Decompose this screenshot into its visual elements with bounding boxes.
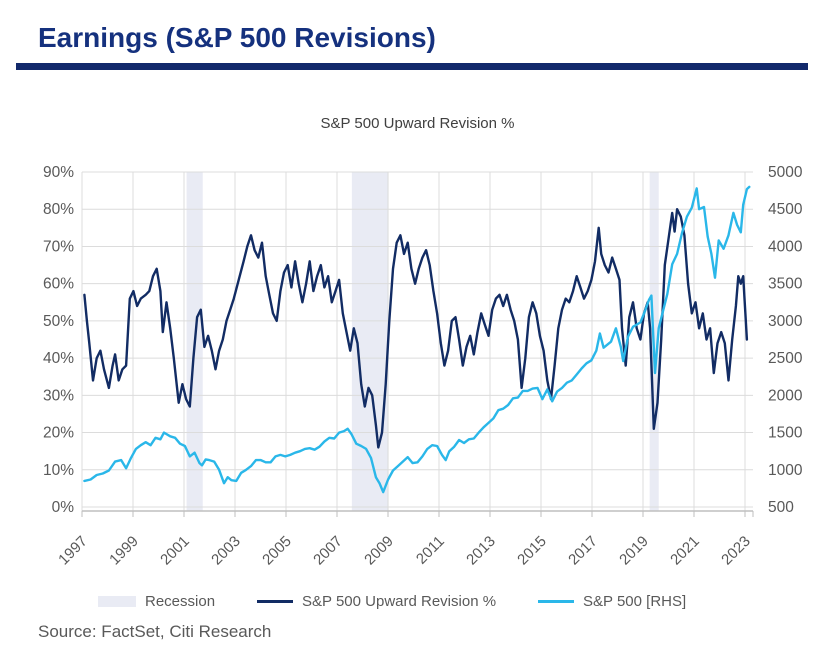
x-tick-label: 2013: [463, 533, 499, 569]
y-right-tick-label: 2000: [768, 387, 803, 404]
y-right-tick-label: 2500: [768, 350, 803, 367]
x-tick-label: 2019: [616, 533, 652, 569]
x-tick-label: 2005: [259, 533, 295, 569]
y-right-tick-label: 1000: [768, 462, 803, 479]
x-tick-label: 2003: [208, 533, 244, 569]
y-right-tick-label: 3000: [768, 313, 803, 330]
chart-legend: Recession S&P 500 Upward Revision % S&P …: [98, 593, 758, 610]
legend-label-revision-line: S&P 500 Upward Revision %: [302, 593, 497, 610]
source-text: Source: FactSet, Citi Research: [38, 622, 272, 641]
y-right-tick-label: 4000: [768, 238, 803, 255]
y-right-tick-label: 5000: [768, 164, 803, 181]
x-tick-label: 2009: [361, 533, 397, 569]
legend-label-sp500-line: S&P 500 [RHS]: [583, 593, 687, 610]
y-right-tick-label: 1500: [768, 425, 803, 442]
x-tick-label: 2023: [718, 533, 754, 569]
y-left-tick-label: 30%: [43, 387, 74, 404]
legend-item-recession: Recession: [98, 593, 215, 610]
chart-title: S&P 500 Upward Revision %: [320, 115, 515, 132]
x-tick-label: 2001: [157, 533, 193, 569]
y-left-tick-label: 20%: [43, 425, 74, 442]
y-left-tick-label: 90%: [43, 164, 74, 181]
x-tick-label: 1999: [106, 533, 142, 569]
legend-item-revision-line: S&P 500 Upward Revision %: [257, 593, 496, 610]
revision-line-swatch: [257, 600, 294, 603]
y-left-tick-label: 70%: [43, 238, 74, 255]
y-right-tick-label: 3500: [768, 276, 803, 293]
y-right-tick-label: 4500: [768, 201, 803, 218]
x-tick-label: 2011: [413, 533, 448, 568]
y-left-tick-label: 80%: [43, 201, 74, 218]
y-left-tick-label: 10%: [43, 462, 74, 479]
sp500-line-swatch: [538, 600, 575, 603]
y-left-tick-label: 0%: [52, 499, 75, 516]
recession-swatch: [98, 596, 136, 607]
revision-line-series: [83, 207, 749, 449]
legend-item-sp500-line: S&P 500 [RHS]: [538, 593, 686, 610]
x-tick-label: 2017: [565, 533, 601, 569]
page-title: Earnings (S&P 500 Revisions): [38, 22, 436, 53]
y-left-tick-label: 40%: [43, 350, 74, 367]
x-tick-label: 2007: [310, 533, 346, 569]
x-tick-label: 2015: [514, 533, 550, 569]
x-tick-label: 1997: [55, 533, 91, 569]
legend-label-recession: Recession: [145, 593, 216, 610]
y-left-tick-label: 60%: [43, 276, 74, 293]
sp500-line-series: [83, 185, 751, 494]
y-right-tick-label: 500: [768, 499, 794, 516]
y-left-tick-label: 50%: [43, 313, 74, 330]
title-underline-rule: [16, 63, 808, 70]
x-tick-label: 2021: [667, 533, 703, 569]
